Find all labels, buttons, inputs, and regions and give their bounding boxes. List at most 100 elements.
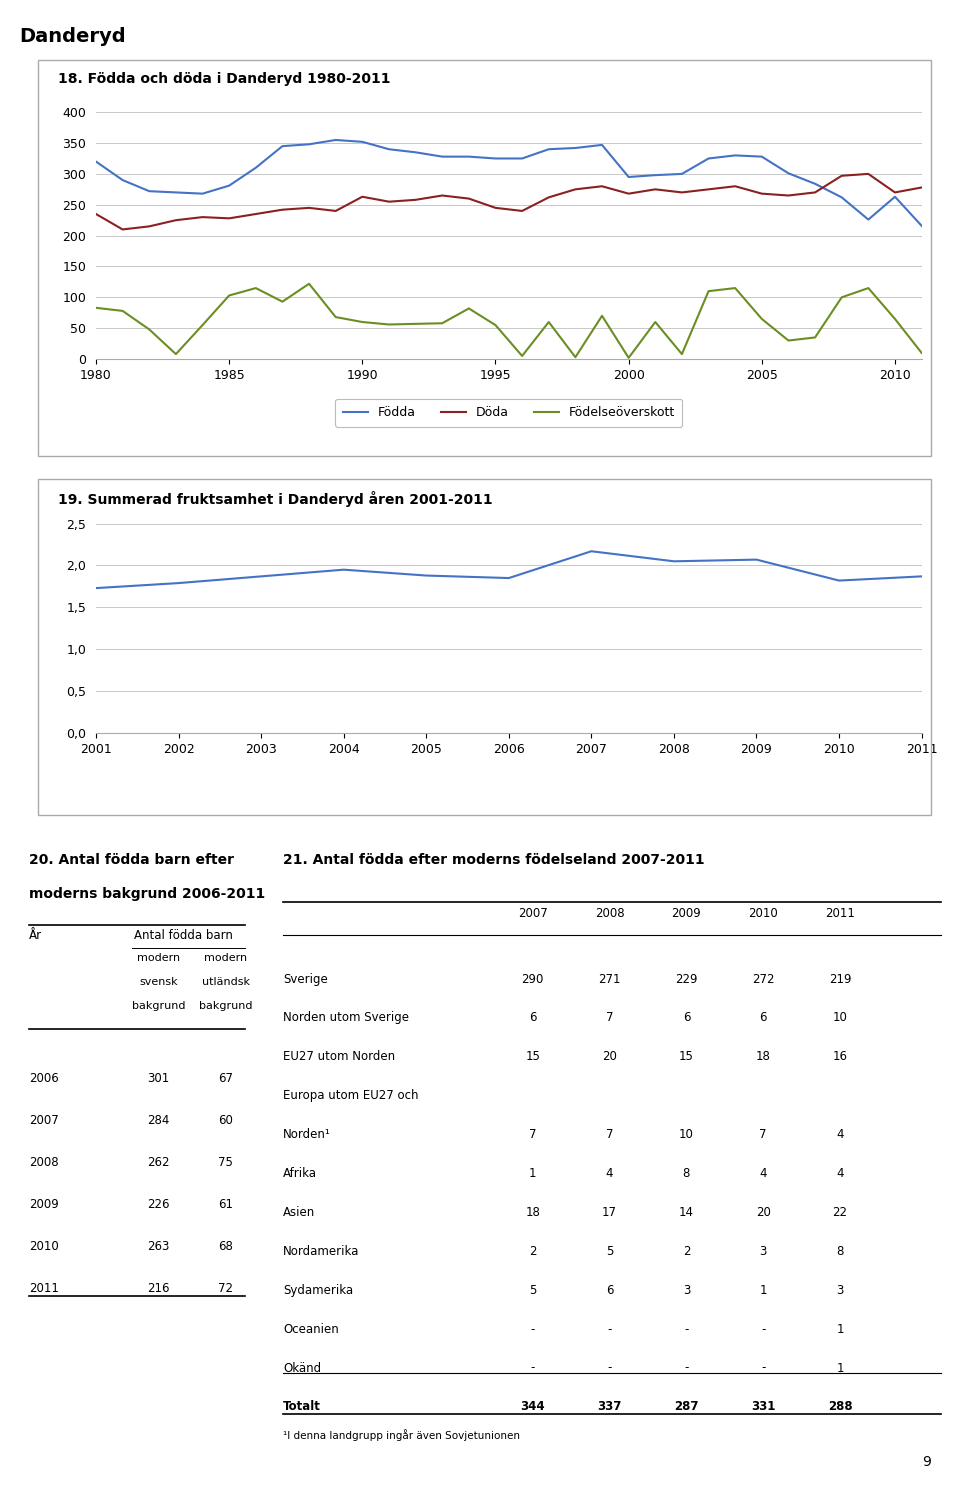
Text: 10: 10: [679, 1128, 694, 1141]
Text: 4: 4: [836, 1167, 844, 1180]
Text: -: -: [761, 1322, 765, 1336]
Text: 20. Antal födda barn efter: 20. Antal födda barn efter: [29, 853, 234, 866]
Text: 226: 226: [147, 1198, 170, 1210]
Text: 229: 229: [675, 972, 698, 986]
Text: 8: 8: [683, 1167, 690, 1180]
Text: Sverige: Sverige: [283, 972, 328, 986]
Text: 19. Summerad fruktsamhet i Danderyd åren 2001-2011: 19. Summerad fruktsamhet i Danderyd åren…: [58, 491, 492, 507]
Text: utländsk: utländsk: [202, 977, 250, 987]
Text: Norden¹: Norden¹: [283, 1128, 331, 1141]
Text: 18: 18: [525, 1206, 540, 1219]
Text: 1: 1: [836, 1322, 844, 1336]
Text: 16: 16: [832, 1050, 848, 1064]
Text: 3: 3: [683, 1284, 690, 1297]
Text: 2008: 2008: [29, 1156, 59, 1168]
Text: Okänd: Okänd: [283, 1361, 322, 1375]
Text: 301: 301: [147, 1073, 170, 1085]
Text: 1: 1: [529, 1167, 537, 1180]
Text: 331: 331: [751, 1400, 776, 1414]
Text: 219: 219: [828, 972, 852, 986]
Text: Antal födda barn: Antal födda barn: [134, 929, 233, 942]
Text: 2007: 2007: [29, 1115, 59, 1126]
Text: 262: 262: [147, 1156, 170, 1168]
Text: 21. Antal födda efter moderns födelseland 2007-2011: 21. Antal födda efter moderns födelselan…: [283, 853, 705, 866]
Text: 9: 9: [923, 1456, 931, 1469]
Text: År: År: [29, 929, 42, 942]
Text: 68: 68: [218, 1240, 233, 1252]
Text: 4: 4: [759, 1167, 767, 1180]
Text: 60: 60: [218, 1115, 233, 1126]
Text: -: -: [761, 1361, 765, 1375]
Text: 290: 290: [521, 972, 544, 986]
Text: 216: 216: [147, 1282, 170, 1294]
Text: 20: 20: [756, 1206, 771, 1219]
Text: 6: 6: [683, 1011, 690, 1025]
Text: 2009: 2009: [29, 1198, 59, 1210]
Text: ¹I denna landgrupp ingår även Sovjetunionen: ¹I denna landgrupp ingår även Sovjetunio…: [283, 1429, 520, 1441]
Text: 18. Födda och döda i Danderyd 1980-2011: 18. Födda och döda i Danderyd 1980-2011: [58, 72, 390, 85]
Text: 337: 337: [597, 1400, 622, 1414]
Text: 2009: 2009: [672, 907, 701, 920]
Text: 22: 22: [832, 1206, 848, 1219]
Text: Oceanien: Oceanien: [283, 1322, 339, 1336]
Text: 6: 6: [529, 1011, 537, 1025]
Legend: Födda, Döda, Födelseöverskott: Födda, Döda, Födelseöverskott: [335, 399, 683, 426]
Text: 61: 61: [218, 1198, 233, 1210]
Text: Asien: Asien: [283, 1206, 316, 1219]
Text: svensk: svensk: [139, 977, 178, 987]
Text: Sydamerika: Sydamerika: [283, 1284, 353, 1297]
Text: Europa utom EU27 och: Europa utom EU27 och: [283, 1089, 419, 1103]
Text: moderns bakgrund 2006-2011: moderns bakgrund 2006-2011: [29, 887, 265, 901]
Text: 10: 10: [832, 1011, 848, 1025]
Text: 2010: 2010: [29, 1240, 59, 1252]
Text: 4: 4: [836, 1128, 844, 1141]
Text: 3: 3: [759, 1245, 767, 1258]
Text: 20: 20: [602, 1050, 617, 1064]
Text: 6: 6: [759, 1011, 767, 1025]
Text: 271: 271: [598, 972, 621, 986]
Text: -: -: [531, 1322, 535, 1336]
Text: 344: 344: [520, 1400, 545, 1414]
Text: Nordamerika: Nordamerika: [283, 1245, 360, 1258]
Text: 1: 1: [836, 1361, 844, 1375]
Text: 2007: 2007: [518, 907, 547, 920]
Text: bakgrund: bakgrund: [199, 1001, 252, 1011]
Text: Afrika: Afrika: [283, 1167, 317, 1180]
Text: 17: 17: [602, 1206, 617, 1219]
Text: 67: 67: [218, 1073, 233, 1085]
Text: 3: 3: [836, 1284, 844, 1297]
Text: 15: 15: [679, 1050, 694, 1064]
Text: modern: modern: [137, 953, 180, 963]
Text: 284: 284: [147, 1115, 170, 1126]
Text: Norden utom Sverige: Norden utom Sverige: [283, 1011, 409, 1025]
Text: -: -: [684, 1322, 688, 1336]
Text: 2: 2: [529, 1245, 537, 1258]
Text: -: -: [608, 1361, 612, 1375]
Text: 7: 7: [759, 1128, 767, 1141]
Text: 272: 272: [752, 972, 775, 986]
Text: EU27 utom Norden: EU27 utom Norden: [283, 1050, 396, 1064]
Text: 18: 18: [756, 1050, 771, 1064]
Text: Totalt: Totalt: [283, 1400, 321, 1414]
Text: 2: 2: [683, 1245, 690, 1258]
Text: 2010: 2010: [749, 907, 778, 920]
Text: -: -: [684, 1361, 688, 1375]
Text: 7: 7: [529, 1128, 537, 1141]
Text: 2011: 2011: [825, 907, 855, 920]
Text: 2011: 2011: [29, 1282, 59, 1294]
Text: -: -: [608, 1322, 612, 1336]
Text: modern: modern: [204, 953, 247, 963]
Text: 4: 4: [606, 1167, 613, 1180]
Text: 75: 75: [218, 1156, 233, 1168]
Text: 7: 7: [606, 1011, 613, 1025]
Text: 8: 8: [836, 1245, 844, 1258]
Text: 2008: 2008: [595, 907, 624, 920]
Text: 5: 5: [606, 1245, 613, 1258]
Text: 6: 6: [606, 1284, 613, 1297]
Text: -: -: [531, 1361, 535, 1375]
Text: bakgrund: bakgrund: [132, 1001, 185, 1011]
Text: 5: 5: [529, 1284, 537, 1297]
Text: 15: 15: [525, 1050, 540, 1064]
Text: 7: 7: [606, 1128, 613, 1141]
Text: 2006: 2006: [29, 1073, 59, 1085]
